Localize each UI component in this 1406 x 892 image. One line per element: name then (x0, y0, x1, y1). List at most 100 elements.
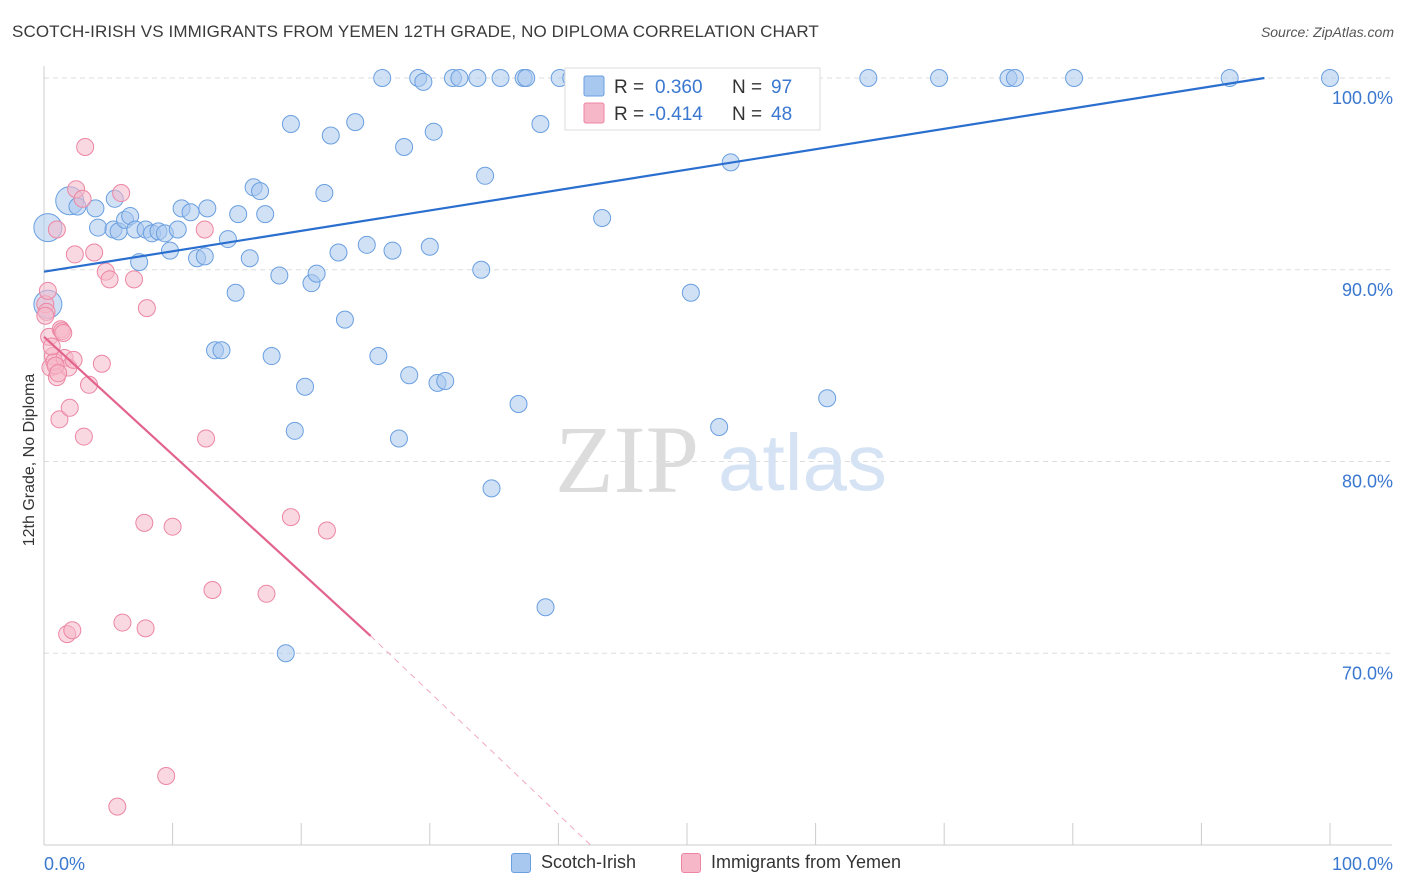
point-scotch-irish-45 (346, 113, 365, 132)
point-scotch-irish-33 (262, 347, 281, 366)
point-scotch-irish-89 (1321, 69, 1339, 87)
legend-item-yemen[interactable]: Immigrants from Yemen (681, 852, 901, 873)
point-scotch-irish-40 (307, 264, 326, 283)
legend-n-label-1: N = (732, 77, 762, 98)
legend-n-label-2: N = (732, 104, 762, 125)
point-scotch-irish-56 (424, 122, 443, 141)
point-yemen-35 (163, 517, 182, 536)
legend-n-value-2: 48 (771, 104, 792, 125)
point-scotch-irish-50 (389, 429, 408, 448)
point-scotch-irish-34 (270, 266, 289, 285)
point-yemen-44 (42, 337, 61, 356)
point-yemen-23 (85, 243, 104, 262)
y-tick-label-70: 70.0% (1342, 663, 1393, 683)
legend-swatch-blue (583, 75, 605, 97)
point-yemen-30 (125, 270, 144, 289)
point-yemen-34 (157, 766, 176, 785)
point-scotch-irish-54 (414, 72, 433, 91)
point-scotch-irish-65 (491, 69, 510, 87)
point-scotch-irish-52 (400, 366, 419, 385)
legend-item-scotch-irish[interactable]: Scotch-Irish (511, 852, 636, 873)
point-scotch-irish-28 (229, 205, 248, 224)
point-yemen-46 (49, 364, 68, 383)
point-scotch-irish-20 (181, 203, 200, 222)
point-yemen-14 (60, 398, 79, 417)
point-yemen-29 (113, 613, 132, 632)
watermark-atlas: atlas (718, 418, 887, 507)
point-scotch-irish-44 (335, 310, 354, 329)
point-yemen-39 (257, 584, 276, 603)
legend-r-value-2: -0.414 (649, 104, 703, 125)
point-yemen-20 (74, 427, 93, 446)
trend-line-yemen-extension (370, 635, 591, 846)
point-yemen-19 (73, 189, 92, 208)
point-scotch-irish-26 (218, 230, 237, 249)
point-scotch-irish-60 (450, 69, 469, 87)
point-yemen-42 (36, 306, 55, 325)
point-scotch-irish-61 (468, 69, 487, 87)
point-scotch-irish-63 (476, 166, 495, 185)
tick-labels: 70.0% 80.0% 90.0% 100.0% 0.0% 100.0% (44, 88, 1393, 874)
point-scotch-irish-51 (395, 138, 414, 157)
chart-title: SCOTCH-IRISH VS IMMIGRANTS FROM YEMEN 12… (12, 22, 819, 41)
legend-label-yemen: Immigrants from Yemen (711, 852, 902, 872)
point-scotch-irish-38 (296, 377, 315, 396)
trend-line-scotch-irish (43, 76, 1265, 273)
point-scotch-irish-68 (517, 69, 536, 87)
legend-top: R = 0.360 N = 97 R = -0.414 N = 48 (564, 67, 821, 131)
point-scotch-irish-25 (212, 341, 231, 360)
legend-top-box (564, 67, 821, 131)
point-yemen-41 (317, 521, 336, 540)
point-yemen-8 (50, 410, 69, 429)
point-scotch-irish-82 (818, 389, 837, 408)
point-scotch-irish-55 (420, 237, 439, 256)
axes (43, 66, 1392, 846)
point-yemen-36 (197, 429, 216, 448)
point-scotch-irish-86 (1005, 69, 1024, 87)
point-scotch-irish-29 (240, 249, 259, 268)
watermark-zip: ZIP (555, 406, 699, 513)
point-scotch-irish-66 (509, 394, 528, 413)
point-scotch-irish-70 (536, 598, 555, 617)
point-yemen-43 (38, 281, 57, 300)
y-tick-label-80: 80.0% (1342, 472, 1393, 492)
point-yemen-17 (65, 245, 84, 264)
point-scotch-irish-35 (276, 644, 295, 663)
point-yemen-24 (92, 354, 111, 373)
point-scotch-irish-79 (710, 417, 729, 436)
point-yemen-28 (112, 184, 131, 203)
point-yemen-32 (135, 513, 154, 532)
point-scotch-irish-43 (329, 243, 348, 262)
x-tick-label-max: 100.0% (1332, 854, 1393, 874)
point-yemen-16 (64, 350, 83, 369)
point-yemen-31 (137, 299, 156, 318)
y-tick-label-100: 100.0% (1332, 88, 1393, 108)
point-scotch-irish-27 (226, 283, 245, 302)
trend-lines (43, 76, 1265, 846)
point-scotch-irish-4 (86, 199, 105, 218)
point-scotch-irish-58 (436, 371, 455, 390)
point-scotch-irish-31 (251, 182, 270, 201)
point-scotch-irish-69 (531, 115, 550, 134)
source-credit: Source: ZipAtlas.com (1260, 24, 1394, 40)
point-yemen-40 (281, 508, 300, 527)
y-tick-label-90: 90.0% (1342, 280, 1393, 300)
point-scotch-irish-36 (281, 115, 300, 134)
point-scotch-irish-5 (89, 218, 108, 237)
point-scotch-irish-18 (168, 220, 187, 239)
point-scotch-irish-64 (482, 479, 501, 498)
point-yemen-27 (108, 797, 127, 816)
point-scotch-irish-78 (681, 283, 700, 302)
point-scotch-irish-49 (383, 241, 402, 260)
point-scotch-irish-83 (859, 69, 878, 87)
point-scotch-irish-84 (930, 69, 949, 87)
point-scotch-irish-87 (1065, 69, 1084, 87)
legend-bottom: Scotch-Irish Immigrants from Yemen (0, 852, 1406, 878)
point-yemen-26 (100, 270, 119, 289)
legend-swatch-yemen (681, 852, 701, 873)
point-scotch-irish-22 (195, 247, 214, 266)
legend-label-scotch-irish: Scotch-Irish (541, 852, 637, 872)
point-scotch-irish-23 (198, 199, 217, 218)
point-scotch-irish-48 (373, 69, 392, 87)
